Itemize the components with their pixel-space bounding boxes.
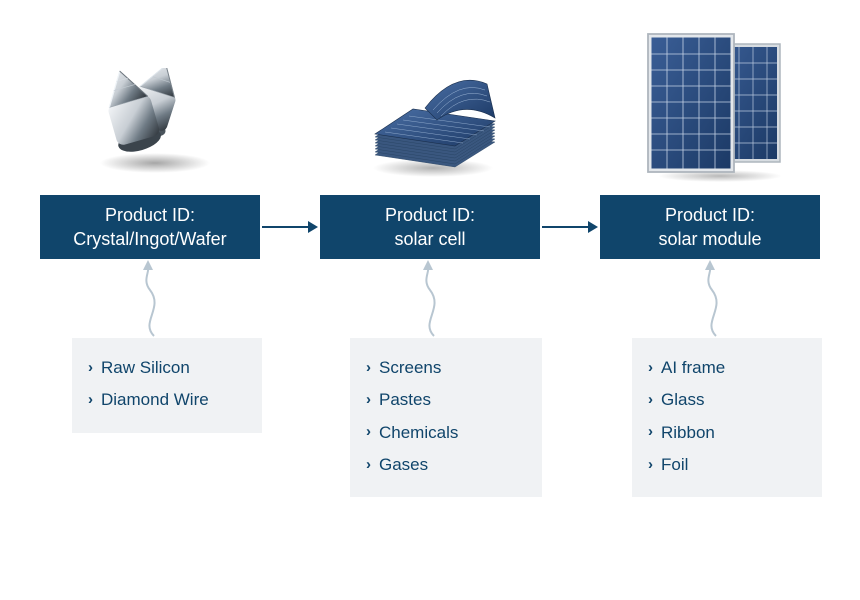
materials-item-label: Chemicals <box>379 417 458 449</box>
materials-item: › Chemicals <box>366 417 526 449</box>
materials-item-label: Screens <box>379 352 441 384</box>
materials-item: › AI frame <box>648 352 806 384</box>
id-box-crystal: Product ID: Crystal/Ingot/Wafer <box>40 195 260 259</box>
chevron-icon: › <box>366 418 371 447</box>
materials-item: › Pastes <box>366 384 526 416</box>
materials-item: › Ribbon <box>648 417 806 449</box>
materials-item-label: AI frame <box>661 352 725 384</box>
materials-item: › Glass <box>648 384 806 416</box>
materials-crystal: › Raw Silicon › Diamond Wire <box>72 338 262 433</box>
materials-cell: › Screens › Pastes › Chemicals › Gases <box>350 338 542 497</box>
chevron-icon: › <box>88 386 93 415</box>
materials-item-label: Foil <box>661 449 688 481</box>
illustration-cell <box>355 60 515 180</box>
chevron-icon: › <box>366 386 371 415</box>
curly-arrow-2 <box>400 260 460 338</box>
materials-item-label: Diamond Wire <box>101 384 209 416</box>
id-box-line1: Product ID: <box>385 203 475 227</box>
chevron-icon: › <box>366 451 371 480</box>
chevron-icon: › <box>648 451 653 480</box>
materials-item-label: Glass <box>661 384 704 416</box>
curly-arrow-3 <box>682 260 742 338</box>
materials-item-label: Raw Silicon <box>101 352 190 384</box>
id-box-line1: Product ID: <box>665 203 755 227</box>
chevron-icon: › <box>88 354 93 383</box>
illustration-module <box>630 28 800 183</box>
chevron-icon: › <box>648 386 653 415</box>
materials-item-label: Ribbon <box>661 417 715 449</box>
materials-item: › Screens <box>366 352 526 384</box>
curly-arrow-1 <box>120 260 180 338</box>
flow-arrow-1 <box>262 221 318 233</box>
id-box-line2: solar module <box>658 227 761 251</box>
id-box-module: Product ID: solar module <box>600 195 820 259</box>
materials-item: › Raw Silicon <box>88 352 246 384</box>
id-box-cell: Product ID: solar cell <box>320 195 540 259</box>
materials-module: › AI frame › Glass › Ribbon › Foil <box>632 338 822 497</box>
materials-item: › Gases <box>366 449 526 481</box>
illustration-crystal <box>80 68 230 178</box>
chevron-icon: › <box>648 354 653 383</box>
flow-arrow-2 <box>542 221 598 233</box>
id-box-line2: Crystal/Ingot/Wafer <box>73 227 226 251</box>
id-box-line1: Product ID: <box>105 203 195 227</box>
materials-item: › Foil <box>648 449 806 481</box>
materials-item-label: Pastes <box>379 384 431 416</box>
materials-item: › Diamond Wire <box>88 384 246 416</box>
id-box-line2: solar cell <box>394 227 465 251</box>
materials-item-label: Gases <box>379 449 428 481</box>
chevron-icon: › <box>366 354 371 383</box>
chevron-icon: › <box>648 418 653 447</box>
